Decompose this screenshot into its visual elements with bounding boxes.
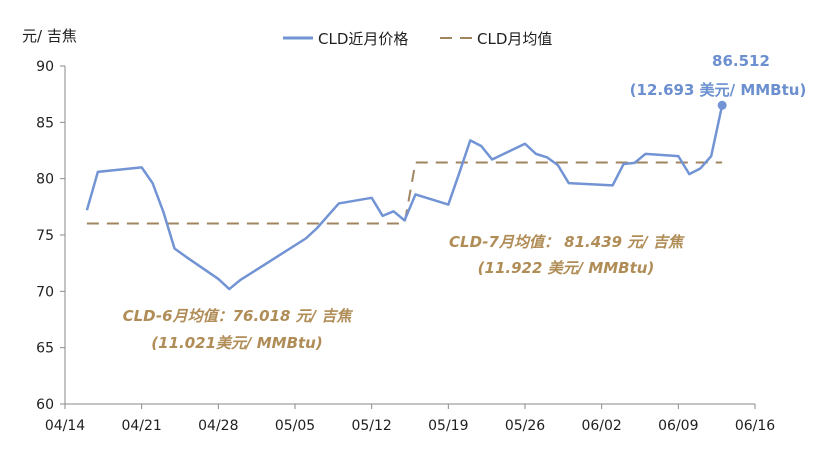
average-line [86, 161, 723, 225]
x-tick-label: 06/16 [735, 418, 775, 434]
x-tick-label: 06/02 [581, 418, 621, 434]
annotation-last-value: 86.512 (12.693 美元/ MMBtu) [630, 52, 807, 99]
average-series [86, 161, 723, 225]
x-tick-label: 04/21 [121, 418, 161, 434]
price-line [85, 105, 724, 291]
x-tick-label: 04/14 [45, 418, 85, 434]
x-tick-label: 06/09 [658, 418, 698, 434]
y-tick-label: 70 [36, 284, 54, 300]
annotation-july-line-2: (11.922 美元/ MMBtu) [478, 259, 655, 277]
x-tick-label: 05/12 [351, 418, 391, 434]
annotation-june-line-1: CLD-6月均值：76.018 元/ 吉焦 [123, 307, 354, 325]
last-price-marker [717, 100, 727, 110]
y-tick-label: 75 [36, 228, 54, 244]
x-tick-label: 05/19 [428, 418, 468, 434]
y-tick-label: 60 [36, 397, 54, 413]
annotation-july-average: CLD-7月均值： 81.439 元/ 吉焦 (11.922 美元/ MMBtu… [449, 233, 685, 277]
legend-average-label: CLD月均值 [477, 30, 552, 48]
x-tick-label: 05/26 [505, 418, 545, 434]
x-tick-label: 04/28 [198, 418, 238, 434]
annotation-june-average: CLD-6月均值：76.018 元/ 吉焦 (11.021美元/ MMBtu) [123, 307, 354, 352]
annotation-last-line-1: 86.512 [712, 52, 770, 70]
y-axis-label: 元/ 吉焦 [22, 27, 77, 45]
legend: CLD近月价格 CLD月均值 [283, 30, 552, 48]
y-tick-label: 85 [36, 115, 54, 131]
annotation-last-line-2: (12.693 美元/ MMBtu) [630, 81, 807, 99]
x-tick-label: 05/05 [275, 418, 315, 434]
annotation-july-line-1: CLD-7月均值： 81.439 元/ 吉焦 [449, 233, 685, 251]
y-ticks: 60 65 70 75 80 85 90 [36, 59, 65, 413]
y-tick-label: 65 [36, 341, 54, 357]
price-series [85, 100, 727, 291]
y-tick-label: 80 [36, 172, 54, 188]
annotation-june-line-2: (11.021美元/ MMBtu) [151, 334, 322, 352]
x-ticks: 04/14 04/21 04/28 05/05 05/12 05/19 05/26 06/02… [45, 404, 775, 434]
y-tick-label: 90 [36, 59, 54, 75]
legend-price-label: CLD近月价格 [318, 30, 408, 48]
